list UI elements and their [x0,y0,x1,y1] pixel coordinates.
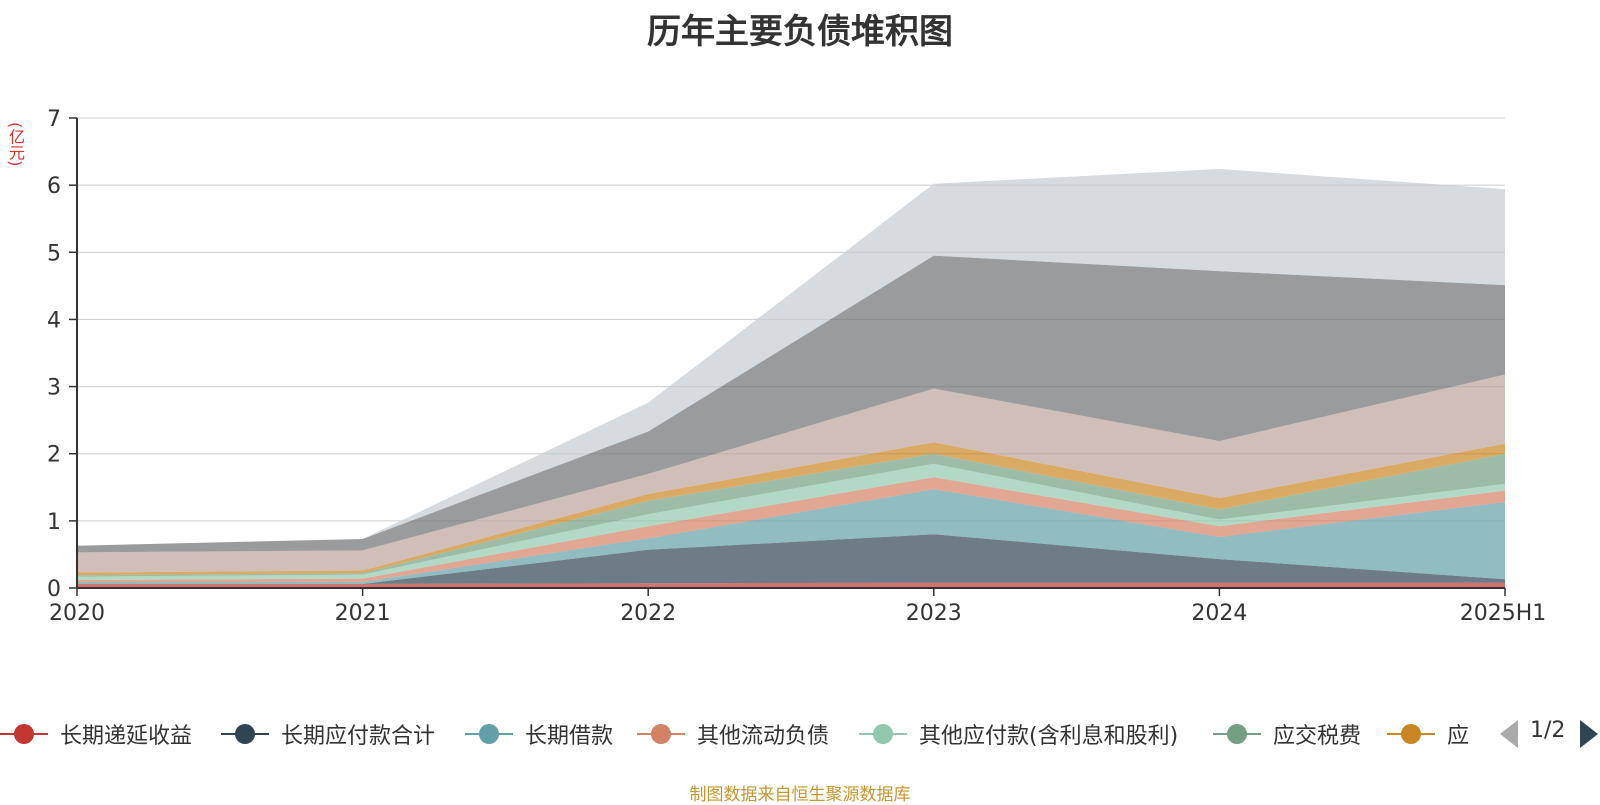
legend-label: 长期应付款合计 [281,724,436,749]
legend-marker-icon [0,716,48,752]
legend-marker-icon [1213,716,1261,752]
y-tick-label: 3 [47,376,61,401]
area-series-1[interactable] [77,534,1505,584]
legend-item[interactable]: 长期应付款合计 [221,716,435,752]
x-tick-label: 2020 [49,601,105,626]
legend-items-viewport: 长期递延收益 长期应付款合计 长期借款 其他流动负债 其他应付款(含利息和股利) 应交税费… [0,716,1480,752]
x-tick-label: 2024 [1191,601,1247,626]
legend-pager-text: 1/2 [1530,718,1566,743]
area-series-5[interactable] [77,453,1505,577]
legend-item[interactable]: 其他流动负债 [637,716,829,752]
y-tick-label: 6 [47,174,61,199]
chevron-left-icon[interactable] [1500,720,1518,748]
y-axis-unit-label: (亿元) [6,122,25,167]
x-tick-label: 2023 [906,601,962,626]
legend-label: 长期借款 [525,724,614,749]
legend-marker-icon [1387,716,1435,752]
legend-item[interactable]: 长期借款 [465,716,613,752]
legend-marker-icon [221,716,269,752]
legend-label: 其他应付款(含利息和股利) [919,724,1179,749]
legend-label: 长期递延收益 [60,724,193,749]
area-series-8[interactable] [77,255,1505,553]
area-series-3[interactable] [77,477,1505,582]
legend-item[interactable]: 长期递延收益 [0,716,192,752]
legend-marker-icon [637,716,685,752]
legend-item[interactable]: 应 [1387,716,1469,752]
area-series-7[interactable] [77,374,1505,573]
stacked-area-chart: 0 1 2 3 4 5 6 7 2020 2021 2022 2023 2024 2025H1 [47,107,1546,626]
y-tick-label: 4 [47,308,61,333]
legend-marker-icon [465,716,513,752]
source-note: 制图数据来自恒生聚源数据库 [689,785,911,805]
area-series-2[interactable] [77,489,1505,584]
axes: 0 1 2 3 4 5 6 7 2020 2021 2022 2023 2024 2025H1 [47,107,1546,626]
legend-item[interactable]: 其他应付款(含利息和股利) [859,716,1178,752]
area-series-4[interactable] [77,463,1505,580]
x-tick-label: 2025H1 [1460,601,1547,626]
y-tick-label: 5 [47,241,61,266]
x-tick-label: 2022 [620,601,676,626]
y-tick-label: 0 [47,577,61,602]
chart-title: 历年主要负债堆积图 [647,12,953,52]
legend-label: 应交税费 [1273,724,1362,749]
area-series-6[interactable] [77,442,1505,576]
y-tick-label: 1 [47,510,61,535]
y-tick-label: 7 [47,107,61,132]
x-tick-label: 2021 [335,601,391,626]
legend-label: 其他流动负债 [697,724,830,749]
chevron-right-icon[interactable] [1580,720,1598,748]
legend: 长期递延收益 长期应付款合计 长期借款 其他流动负债 其他应付款(含利息和股利) 应交税费… [0,716,1600,752]
area-series-0[interactable] [77,582,1505,588]
area-series-9[interactable] [77,169,1505,546]
area-series [77,169,1505,588]
legend-label: 应 [1447,724,1470,749]
legend-item[interactable]: 应交税费 [1213,716,1361,752]
legend-marker-icon [859,716,907,752]
y-tick-label: 2 [47,443,61,468]
